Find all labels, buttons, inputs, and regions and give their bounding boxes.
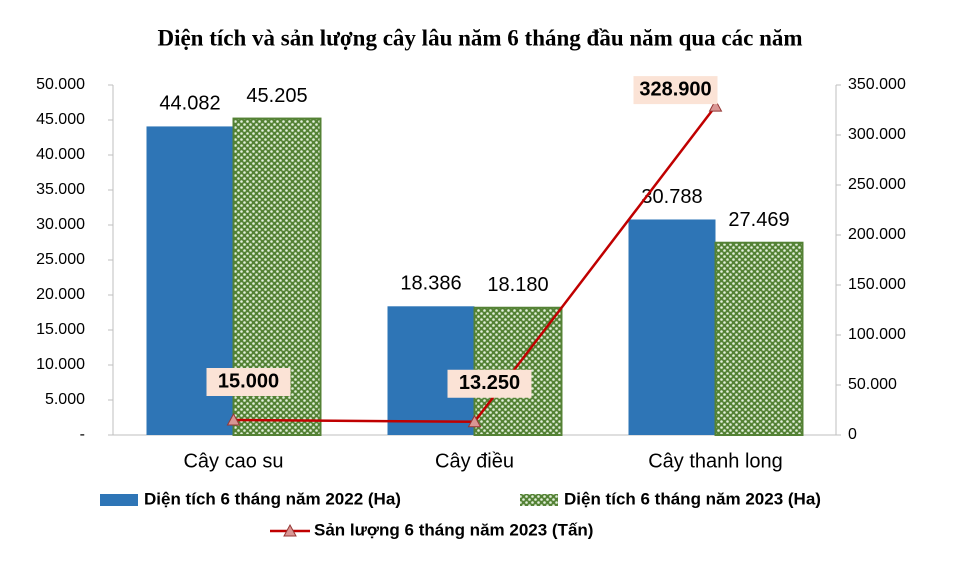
y-tick-label: 50.000 [36,76,85,93]
y2-tick-label: 300.000 [848,126,906,143]
bar [628,219,716,435]
y2-tick-label: 150.000 [848,276,906,293]
y-tick-label: 20.000 [36,286,85,303]
value-label: 15.000 [218,370,279,392]
y-tick-label: 25.000 [36,251,85,268]
y-tick-label: 35.000 [36,181,85,198]
y-tick-label: 40.000 [36,146,85,163]
y2-tick-label: 350.000 [848,76,906,93]
y-tick-label: 5.000 [45,391,85,408]
x-tick-label: Cây thanh long [648,450,783,472]
y-tick-label: - [80,426,85,443]
chart-title: Diện tích và sản lượng cây lâu năm 6 thá… [157,25,802,50]
y2-tick-label: 50.000 [848,376,897,393]
y2-tick-label: 200.000 [848,226,906,243]
value-label-box [447,369,532,398]
y-tick-label: 45.000 [36,111,85,128]
y2-tick-label: 0 [848,426,857,443]
x-tick-label: Cây cao su [183,450,283,472]
bar [714,241,804,436]
value-label: 328.900 [639,78,711,100]
legend-swatch [520,494,558,506]
value-label-box [633,76,718,105]
legend-marker [283,523,297,537]
value-label: 13.250 [459,372,520,394]
legend-swatch [100,494,138,506]
x-tick-label: Cây điều [435,450,514,472]
value-label: 30.788 [641,186,702,208]
line-marker [708,99,723,112]
value-label: 18.180 [487,274,548,296]
legend-label: Diện tích 6 tháng năm 2023 (Ha) [564,489,821,508]
value-label: 45.205 [246,85,307,107]
value-label: 18.386 [400,273,461,295]
y-tick-label: 15.000 [36,321,85,338]
y2-tick-label: 100.000 [848,326,906,343]
line-marker [226,412,241,426]
value-label-box [206,368,291,396]
legend-label: Diện tích 6 tháng năm 2022 (Ha) [144,489,401,508]
line-marker [467,414,482,428]
legend-label: Sản lượng 6 tháng năm 2023 (Tấn) [314,520,593,539]
y-tick-label: 30.000 [36,216,85,233]
y-tick-label: 10.000 [36,356,85,373]
value-label: 27.469 [728,209,789,231]
value-label: 44.082 [159,93,220,115]
y2-tick-label: 250.000 [848,176,906,193]
